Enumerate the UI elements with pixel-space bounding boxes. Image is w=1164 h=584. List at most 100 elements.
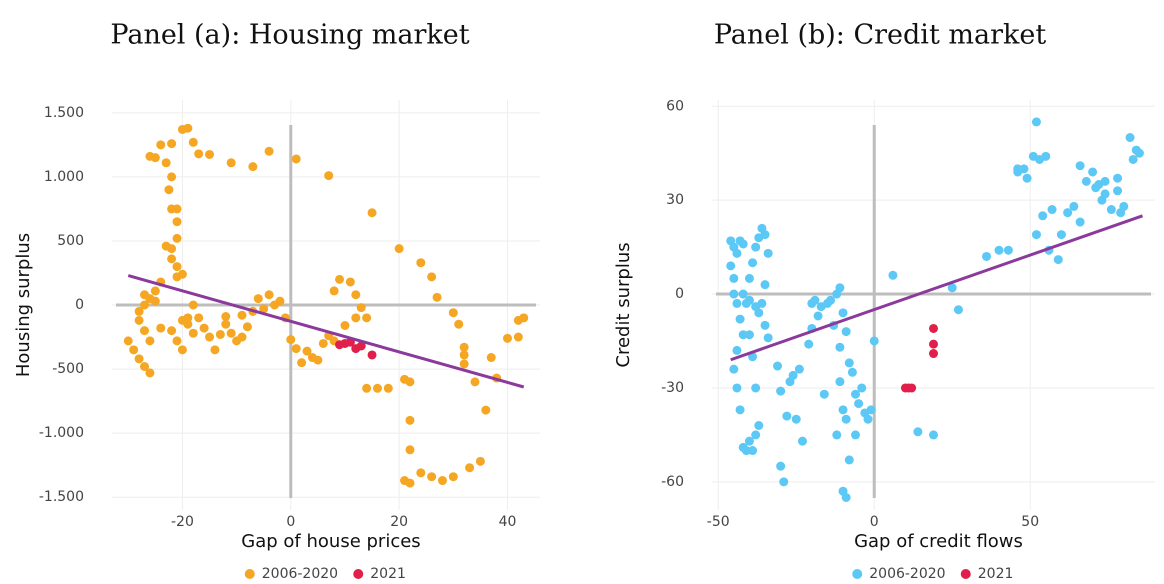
point — [779, 477, 789, 487]
point — [221, 319, 231, 329]
point — [741, 446, 751, 456]
point — [866, 405, 876, 415]
point — [194, 313, 204, 323]
x-axis-label: Gap of credit flows — [854, 531, 1023, 552]
point — [416, 468, 426, 478]
point — [854, 399, 864, 409]
point — [776, 461, 786, 471]
point — [729, 273, 739, 283]
point — [1041, 151, 1051, 161]
point — [744, 330, 754, 340]
point — [324, 171, 334, 181]
point — [744, 436, 754, 446]
point — [394, 244, 404, 254]
point — [210, 345, 220, 355]
point — [929, 339, 938, 349]
point — [1100, 189, 1110, 199]
point — [145, 368, 155, 378]
point — [502, 333, 512, 343]
point — [145, 336, 155, 346]
point — [172, 233, 182, 243]
point — [226, 328, 236, 338]
point — [929, 323, 938, 333]
point — [763, 248, 773, 258]
point — [1113, 186, 1123, 196]
point — [732, 248, 742, 258]
point — [405, 445, 415, 455]
point — [1091, 183, 1101, 193]
point — [291, 344, 301, 354]
x-tick-label: -50 — [707, 514, 730, 530]
point — [844, 358, 854, 368]
point — [810, 295, 820, 305]
point — [1031, 230, 1041, 240]
point — [362, 313, 372, 323]
point — [841, 327, 851, 337]
point — [888, 270, 898, 280]
point — [318, 338, 328, 348]
point — [242, 322, 252, 332]
y-tick-label: 0 — [75, 297, 84, 313]
point — [459, 359, 469, 369]
point — [913, 427, 923, 437]
point — [947, 283, 957, 293]
y-tick-label: -30 — [661, 380, 684, 396]
point — [161, 158, 171, 168]
point — [819, 389, 829, 399]
point — [237, 332, 247, 342]
point — [791, 414, 801, 424]
point — [264, 146, 274, 156]
point — [437, 476, 447, 486]
point — [226, 158, 236, 168]
point — [167, 244, 177, 254]
point — [481, 405, 491, 415]
point — [841, 414, 851, 424]
point — [1125, 133, 1135, 143]
point — [405, 377, 415, 387]
point — [150, 296, 160, 306]
point — [732, 345, 742, 355]
point — [1053, 255, 1063, 265]
point — [907, 383, 917, 393]
point — [751, 242, 761, 252]
y-tick-label: 1.000 — [44, 169, 84, 185]
point — [738, 289, 748, 299]
point — [188, 137, 198, 147]
point — [470, 377, 480, 387]
legend-label: 2006-2020 — [869, 566, 945, 582]
point — [205, 332, 215, 342]
panel-title: Panel (b): Credit market — [714, 20, 1047, 51]
point — [302, 346, 312, 356]
point — [123, 336, 133, 346]
point — [248, 162, 258, 172]
point — [835, 377, 845, 387]
point — [1063, 208, 1073, 218]
point — [982, 251, 992, 261]
point — [150, 286, 160, 296]
point — [145, 151, 155, 161]
point — [286, 335, 296, 345]
point — [156, 140, 166, 150]
y-tick-label: -500 — [52, 361, 84, 377]
point — [367, 208, 377, 218]
point — [751, 302, 761, 312]
x-tick-label: 20 — [390, 514, 408, 530]
point — [129, 345, 139, 355]
point — [804, 339, 814, 349]
point — [953, 305, 963, 315]
legend-marker — [353, 569, 364, 579]
point — [1119, 201, 1129, 211]
point — [215, 329, 225, 339]
point — [167, 172, 177, 182]
point — [519, 313, 529, 323]
x-tick-label: 0 — [870, 514, 879, 530]
point — [253, 294, 263, 304]
x-tick-label: 40 — [499, 514, 517, 530]
point — [351, 313, 361, 323]
point — [754, 420, 764, 430]
point — [1019, 164, 1029, 174]
point — [172, 262, 182, 272]
x-axis-label: Gap of house prices — [241, 531, 420, 552]
point — [857, 383, 867, 393]
